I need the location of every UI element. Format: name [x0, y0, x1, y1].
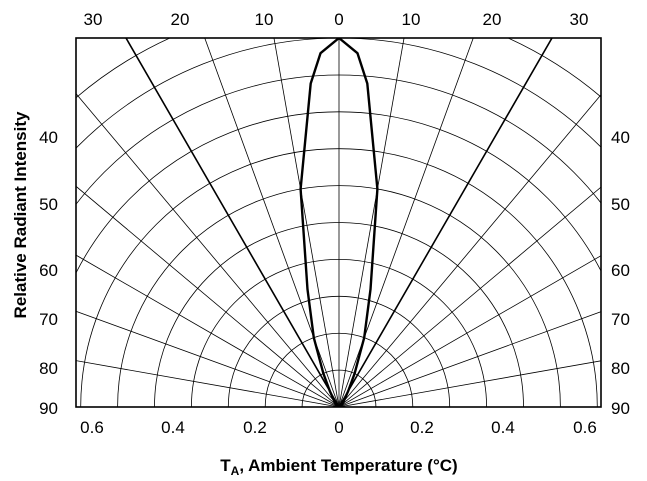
right-angle-label: 40 — [611, 128, 630, 147]
grid-spoke — [338, 38, 553, 407]
x-axis-title-main: T — [220, 456, 231, 475]
x-axis-title-rest: , Ambient Temperature (°C) — [239, 456, 457, 475]
grid-spoke — [338, 311, 601, 407]
right-angle-label: 60 — [611, 261, 630, 280]
grid-spoke — [338, 186, 601, 407]
grid-ring — [301, 369, 377, 407]
label-layer: 30 20 10 0 10 20 30 40 40 50 50 60 60 70 70 80 80 90 90 0.6… — [39, 10, 630, 437]
top-angle-label: 10 — [255, 10, 274, 29]
x-axis-title: TA, Ambient Temperature (°C) — [220, 456, 457, 478]
grid-ring — [76, 74, 601, 206]
top-angle-label: 30 — [84, 10, 103, 29]
bottom-tick-label: 0.4 — [161, 418, 185, 437]
grid-spoke — [338, 38, 474, 407]
left-angle-label: 40 — [39, 128, 58, 147]
y-axis-title: Relative Radiant Intensity — [11, 111, 30, 318]
polar-grid — [76, 38, 601, 407]
grid-ring — [76, 111, 601, 274]
top-angle-label: 20 — [171, 10, 190, 29]
grid-ring — [117, 185, 561, 407]
series-layer — [299, 38, 379, 407]
bottom-tick-label: 0.6 — [573, 418, 597, 437]
bottom-tick-label: 0.4 — [491, 418, 515, 437]
left-angle-label: 70 — [39, 310, 58, 329]
left-angle-label: 60 — [39, 261, 58, 280]
left-angle-label: 90 — [39, 399, 58, 418]
top-angle-label: 20 — [483, 10, 502, 29]
grid-spoke — [76, 185, 340, 407]
grid-ring — [76, 38, 601, 149]
grid-spoke — [338, 360, 601, 407]
bottom-tick-label: 0 — [334, 418, 343, 437]
right-angle-label: 50 — [611, 195, 630, 214]
grid-ring — [227, 295, 451, 407]
bottom-tick-label: 0.2 — [410, 418, 434, 437]
grid-ring — [154, 222, 524, 407]
grid-spoke — [338, 94, 601, 407]
plot-frame — [75, 37, 602, 408]
grid-spoke — [273, 38, 340, 407]
grid-spoke — [76, 92, 340, 407]
left-angle-label: 50 — [39, 195, 58, 214]
bottom-tick-label: 0.2 — [243, 418, 267, 437]
top-angle-label: 0 — [334, 10, 343, 29]
bottom-tick-label: 0.6 — [80, 418, 104, 437]
grid-spoke — [338, 255, 601, 407]
series-line — [299, 38, 379, 407]
x-axis-title-subscript: A — [231, 464, 240, 478]
grid-ring — [264, 332, 414, 407]
top-angle-label: 10 — [402, 10, 421, 29]
right-angle-label: 90 — [611, 399, 630, 418]
right-angle-label: 80 — [611, 359, 630, 378]
grid-spoke — [76, 254, 340, 407]
left-angle-label: 80 — [39, 359, 58, 378]
top-angle-label: 30 — [570, 10, 589, 29]
right-angle-label: 70 — [611, 310, 630, 329]
grid-spoke — [204, 38, 340, 407]
grid-spoke — [125, 38, 340, 407]
grid-spoke — [76, 310, 340, 407]
grid-ring — [191, 259, 487, 407]
grid-ring — [80, 148, 598, 407]
grid-spoke — [338, 38, 405, 407]
grid-spoke — [76, 360, 340, 407]
